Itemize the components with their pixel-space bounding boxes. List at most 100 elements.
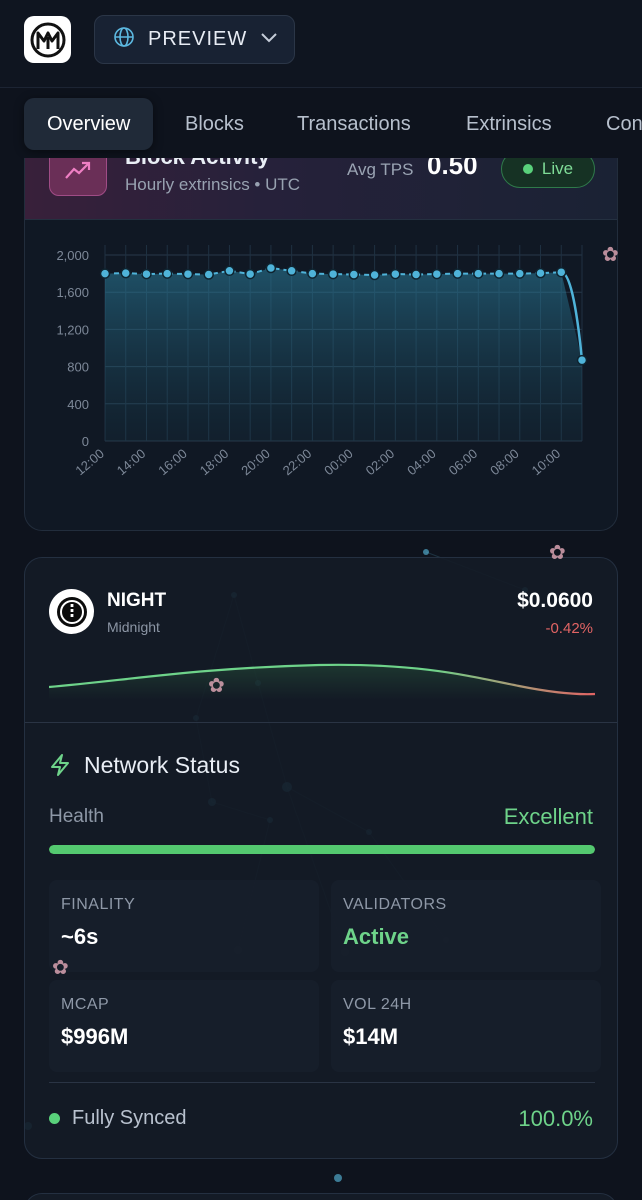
block-activity-header: Block Activity Hourly extrinsics • UTC A… bbox=[25, 158, 617, 220]
token-price: $0.0600 bbox=[517, 589, 593, 612]
x-tick-label: 12:00 bbox=[72, 446, 107, 478]
stat-label: VALIDATORS bbox=[343, 896, 447, 913]
data-point bbox=[576, 354, 588, 366]
avg-tps-value: 0.50 bbox=[427, 158, 478, 180]
health-label: Health bbox=[49, 806, 104, 827]
stat-label: VOL 24H bbox=[343, 996, 412, 1013]
tab-transactions[interactable]: Transactions bbox=[297, 113, 411, 135]
live-dot-icon bbox=[522, 164, 533, 174]
data-point bbox=[307, 268, 318, 279]
sync-status-label: Fully Synced bbox=[72, 1107, 187, 1129]
tab-blocks[interactable]: Blocks bbox=[185, 113, 244, 135]
x-tick-label: 06:00 bbox=[446, 446, 481, 478]
data-point bbox=[452, 268, 463, 279]
token-name: Midnight bbox=[107, 619, 160, 635]
volume-stat: VOL 24H $14M bbox=[331, 980, 601, 1072]
data-point bbox=[369, 269, 380, 281]
live-label: Live bbox=[541, 159, 574, 178]
flower-decoration-icon: ✿ bbox=[549, 542, 566, 564]
flower-decoration-icon: ✿ bbox=[52, 957, 69, 979]
sync-status-value: 100.0% bbox=[518, 1106, 593, 1131]
stat-value: ~6s bbox=[61, 924, 99, 949]
finality-stat: FINALITY ~6s bbox=[49, 880, 319, 972]
y-tick-label: 400 bbox=[67, 397, 89, 412]
block-activity-chart[interactable]: 0 400 800 1,200 1,600 2,000 12:00 14:00 16:00 18:… bbox=[25, 220, 618, 530]
stat-label: MCAP bbox=[61, 996, 110, 1013]
x-tick-label: 08:00 bbox=[487, 446, 522, 478]
y-tick-label: 1,600 bbox=[56, 285, 89, 300]
x-tick-label: 04:00 bbox=[404, 446, 439, 478]
data-point bbox=[99, 268, 111, 279]
data-point bbox=[535, 267, 546, 279]
top-bar: PREVIEW bbox=[0, 0, 642, 88]
environment-label: PREVIEW bbox=[148, 28, 248, 50]
y-tick-label: 1,200 bbox=[56, 322, 89, 337]
data-point bbox=[120, 267, 131, 279]
data-point bbox=[473, 268, 484, 279]
sync-status-dot-icon bbox=[49, 1113, 60, 1124]
avg-tps-label: Avg TPS bbox=[347, 160, 414, 179]
data-point bbox=[203, 269, 214, 280]
token-network-card: NIGHT Midnight $0.0600 -0.42% Network St… bbox=[24, 557, 618, 1159]
stat-value: $996M bbox=[61, 1024, 129, 1049]
block-activity-subtitle: Hourly extrinsics • UTC bbox=[125, 175, 301, 194]
x-tick-label: 20:00 bbox=[238, 446, 273, 478]
flower-decoration-icon: ✿ bbox=[602, 244, 619, 266]
tab-extrinsics[interactable]: Extrinsics bbox=[466, 113, 552, 135]
data-point bbox=[431, 268, 443, 280]
section-divider bbox=[49, 1082, 595, 1083]
data-point bbox=[141, 268, 152, 280]
health-value: Excellent bbox=[503, 804, 593, 829]
live-status-badge[interactable]: Live bbox=[501, 158, 595, 188]
data-point bbox=[514, 268, 526, 279]
x-tick-label: 16:00 bbox=[155, 446, 190, 478]
globe-icon bbox=[113, 26, 135, 53]
stat-value: Active bbox=[343, 924, 410, 949]
data-point bbox=[493, 268, 505, 279]
next-card bbox=[24, 1193, 618, 1200]
y-tick-label: 800 bbox=[67, 360, 89, 375]
x-tick-label: 00:00 bbox=[321, 446, 356, 478]
mcap-stat: MCAP $996M bbox=[49, 980, 319, 1072]
x-tick-label: 10:00 bbox=[529, 446, 564, 478]
flower-decoration-icon: ✿ bbox=[208, 675, 225, 697]
block-activity-card: Block Activity Hourly extrinsics • UTC A… bbox=[24, 158, 618, 531]
x-tick-label: 14:00 bbox=[114, 446, 149, 478]
data-point bbox=[348, 269, 360, 280]
environment-selector-button[interactable]: PREVIEW bbox=[94, 15, 295, 64]
nav-tabs: Overview Blocks Transactions Extrinsics … bbox=[0, 96, 642, 154]
validators-stat: VALIDATORS Active bbox=[331, 880, 601, 972]
health-progress-fill bbox=[49, 845, 595, 854]
token-symbol: NIGHT bbox=[107, 590, 167, 611]
y-tick-label: 2,000 bbox=[56, 248, 89, 263]
x-tick-label: 18:00 bbox=[197, 446, 232, 478]
x-tick-label: 22:00 bbox=[280, 446, 315, 478]
section-divider bbox=[25, 722, 617, 723]
x-tick-label: 02:00 bbox=[363, 446, 398, 478]
network-status-title: Network Status bbox=[84, 752, 240, 778]
token-price-sparkline bbox=[49, 663, 595, 700]
tab-overview[interactable]: Overview bbox=[24, 98, 154, 150]
trending-up-icon bbox=[49, 158, 107, 196]
token-price-change: -0.42% bbox=[545, 620, 593, 637]
y-tick-label: 0 bbox=[82, 434, 89, 449]
stat-label: FINALITY bbox=[61, 896, 136, 913]
midnight-logo-icon[interactable] bbox=[24, 16, 71, 63]
data-point bbox=[224, 265, 235, 277]
tab-contracts[interactable]: Con bbox=[606, 113, 642, 135]
data-point bbox=[161, 268, 173, 279]
lightning-icon bbox=[49, 753, 71, 782]
block-activity-title: Block Activity bbox=[125, 158, 270, 170]
data-point bbox=[244, 268, 256, 280]
health-progress-bar bbox=[49, 845, 595, 854]
data-point bbox=[286, 265, 297, 277]
data-point bbox=[265, 262, 277, 274]
data-point bbox=[410, 269, 422, 280]
night-token-icon bbox=[49, 589, 94, 634]
data-point bbox=[182, 268, 194, 280]
data-point bbox=[390, 268, 401, 280]
chevron-down-icon bbox=[260, 31, 278, 49]
data-point bbox=[556, 266, 567, 278]
stat-value: $14M bbox=[343, 1024, 399, 1049]
data-point bbox=[327, 268, 339, 280]
